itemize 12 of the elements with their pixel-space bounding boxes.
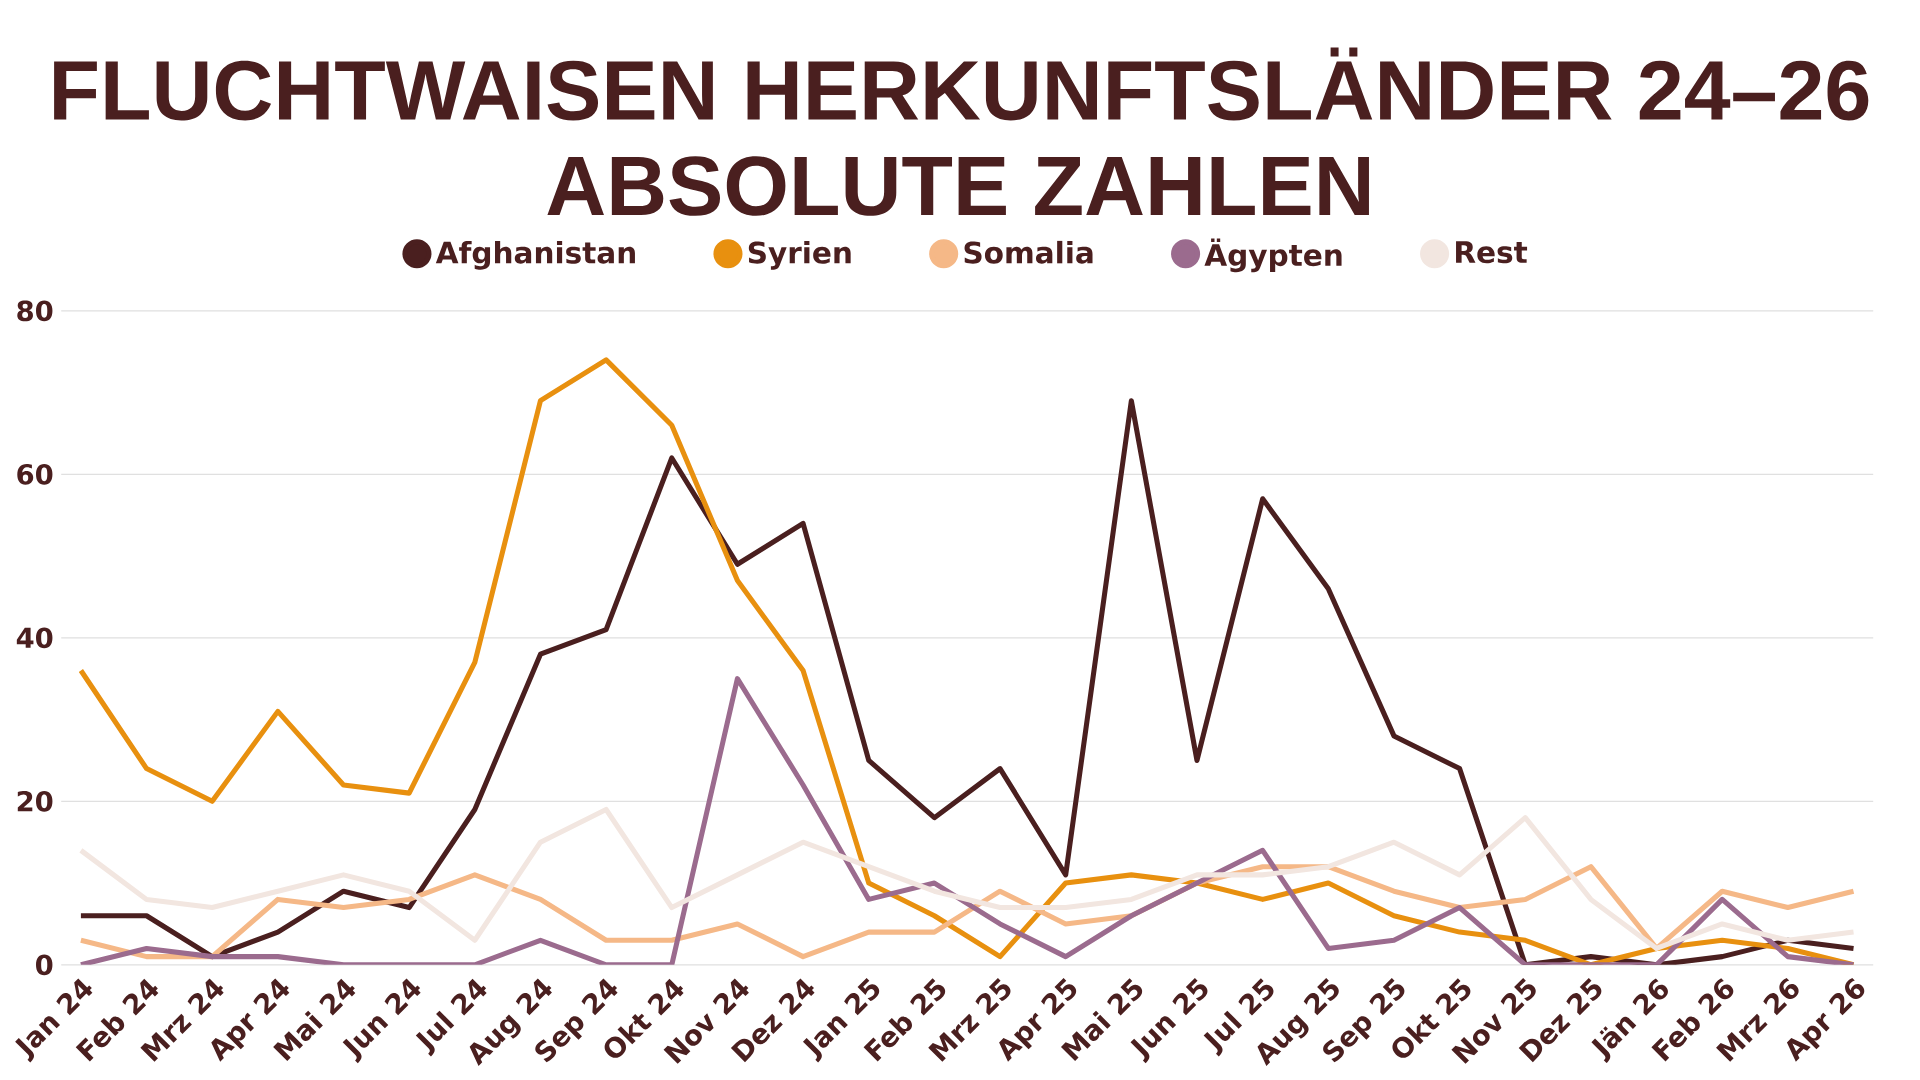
legend-label: Ägypten: [1204, 238, 1342, 273]
y-tick-label: 40: [16, 627, 53, 649]
legend-label: Somalia: [964, 240, 1093, 264]
y-tick-label: 80: [17, 300, 53, 322]
legend-label: Afghanistan: [435, 240, 635, 270]
y-tick-label: 20: [17, 790, 53, 812]
chart-subtitle: ABSOLUTE ZAHLEN: [547, 156, 1369, 216]
legend-label: Syrien: [748, 240, 851, 270]
chart-title: FLUCHTWAISEN HERKUNFTSLÄNDER 24–26: [54, 47, 1869, 121]
y-tick-label: 0: [36, 954, 53, 976]
y-tick-label: 60: [17, 463, 53, 485]
legend-label: Rest: [1456, 241, 1528, 264]
